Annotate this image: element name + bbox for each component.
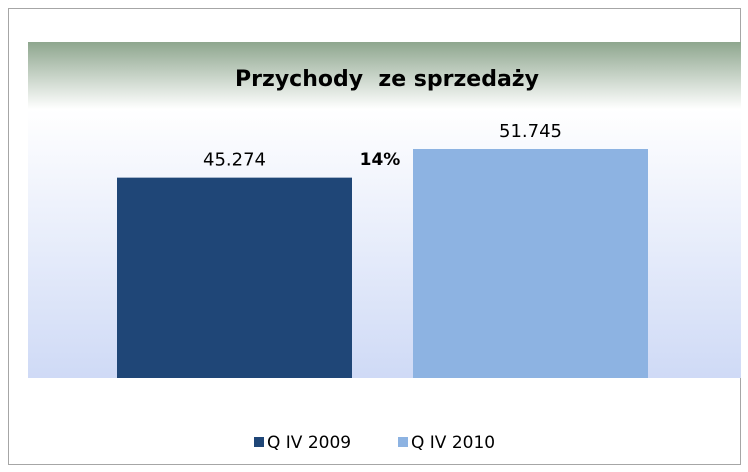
chart-title: Przychody ze sprzedaży — [235, 67, 539, 92]
legend-swatch — [398, 437, 408, 447]
legend-label: Q IV 2009 — [267, 433, 351, 453]
bar — [413, 149, 648, 378]
data-label: 51.745 — [499, 121, 562, 142]
legend-label: Q IV 2010 — [411, 433, 495, 453]
data-label: 45.274 — [203, 150, 266, 171]
annotation: 14% — [360, 150, 401, 170]
legend-swatch — [254, 437, 264, 447]
bar — [117, 177, 352, 378]
